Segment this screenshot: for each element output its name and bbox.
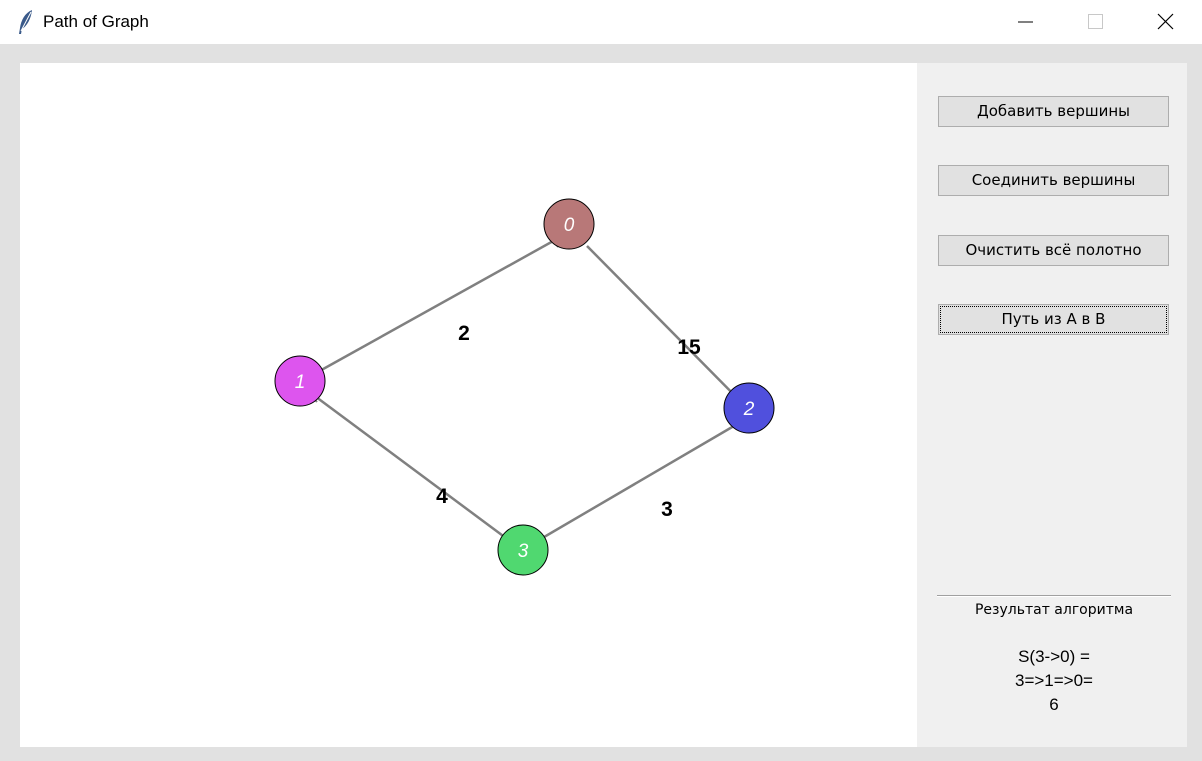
graph-node-3[interactable]: 3 — [497, 524, 549, 576]
window-title: Path of Graph — [43, 12, 149, 31]
node-label: 0 — [564, 215, 575, 236]
title-bar: Path of Graph — [0, 0, 1202, 44]
node-label: 3 — [518, 541, 529, 562]
node-label: 2 — [743, 399, 755, 420]
graph-drawing: 0 1 2 3 2 15 4 3 — [274, 198, 775, 576]
node-circle — [274, 355, 326, 407]
graph-node-0[interactable]: 0 — [543, 198, 595, 250]
clear-canvas-button[interactable]: Очистить всё полотно — [938, 235, 1169, 266]
node-label: 1 — [295, 372, 306, 393]
maximize-icon — [1088, 14, 1103, 29]
feather-icon — [19, 10, 32, 34]
result-line: S(3->0) = — [1018, 647, 1090, 666]
minimize-icon — [1018, 21, 1033, 23]
path-a-to-b-button[interactable]: Путь из А в В — [938, 304, 1169, 335]
result-output: S(3->0) = 3=>1=>0= 6 — [937, 645, 1171, 717]
edge-weight-label: 15 — [677, 336, 701, 359]
graph-node-1[interactable]: 1 — [274, 355, 326, 407]
result-separator — [937, 595, 1171, 597]
minimize-button[interactable] — [991, 0, 1061, 44]
maximize-button[interactable] — [1061, 0, 1131, 44]
result-line: 3=>1=>0= — [1014, 671, 1093, 690]
graph-canvas[interactable]: 0 1 2 3 2 15 4 3 — [20, 63, 917, 747]
add-vertices-button[interactable]: Добавить вершины — [938, 96, 1169, 127]
edge-0-2[interactable] — [586, 245, 754, 415]
node-circle — [723, 382, 775, 434]
edge-weight-label: 4 — [436, 485, 448, 508]
edge-3-1[interactable] — [303, 386, 519, 549]
close-icon — [1157, 13, 1174, 30]
graph-edges — [300, 233, 756, 549]
node-circle — [497, 524, 549, 576]
close-button[interactable] — [1131, 0, 1201, 44]
connect-vertices-button[interactable]: Соединить вершины — [938, 165, 1169, 196]
edge-weight-label: 2 — [458, 322, 470, 345]
result-line: 6 — [1049, 695, 1059, 714]
edge-1-0[interactable] — [306, 233, 565, 380]
result-heading: Результат алгоритма — [974, 602, 1134, 618]
graph-node-2[interactable]: 2 — [723, 382, 775, 434]
node-circle — [543, 198, 595, 250]
edge-3-2[interactable] — [526, 414, 752, 549]
edge-weight-label: 3 — [661, 498, 673, 521]
